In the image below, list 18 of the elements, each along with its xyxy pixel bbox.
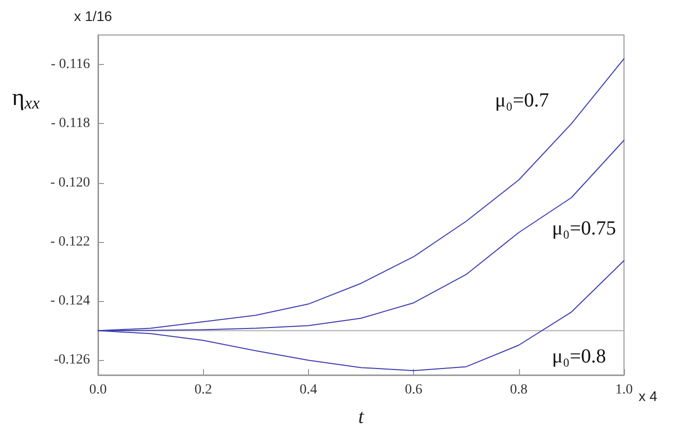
x-tick-label: 0.0	[89, 382, 107, 398]
x-tick-label: 0.4	[300, 382, 318, 398]
series-label: μ₀=0.8	[552, 346, 606, 368]
series-label: μ₀=0.75	[552, 217, 616, 240]
y-tick-label: - 0.116	[50, 57, 90, 72]
y-tick-label: -0.126	[54, 352, 90, 368]
series-label: μ₀=0.7	[495, 90, 549, 112]
y-tick-label: - 0.122	[50, 234, 90, 250]
x-tick-label: 1.0	[615, 382, 633, 398]
text: x 4	[638, 388, 658, 404]
x-tick-label: 0.2	[194, 382, 212, 398]
x-tick-label: 0.6	[404, 382, 422, 398]
y-tick-label: - 0.124	[50, 294, 90, 309]
text: x 1/16	[74, 8, 112, 24]
x-axis-title: t	[358, 406, 364, 428]
y-tick-label: - 0.118	[50, 116, 90, 132]
x-tick-label: 0.8	[510, 382, 528, 398]
y-tick-label: - 0.120	[50, 175, 90, 190]
